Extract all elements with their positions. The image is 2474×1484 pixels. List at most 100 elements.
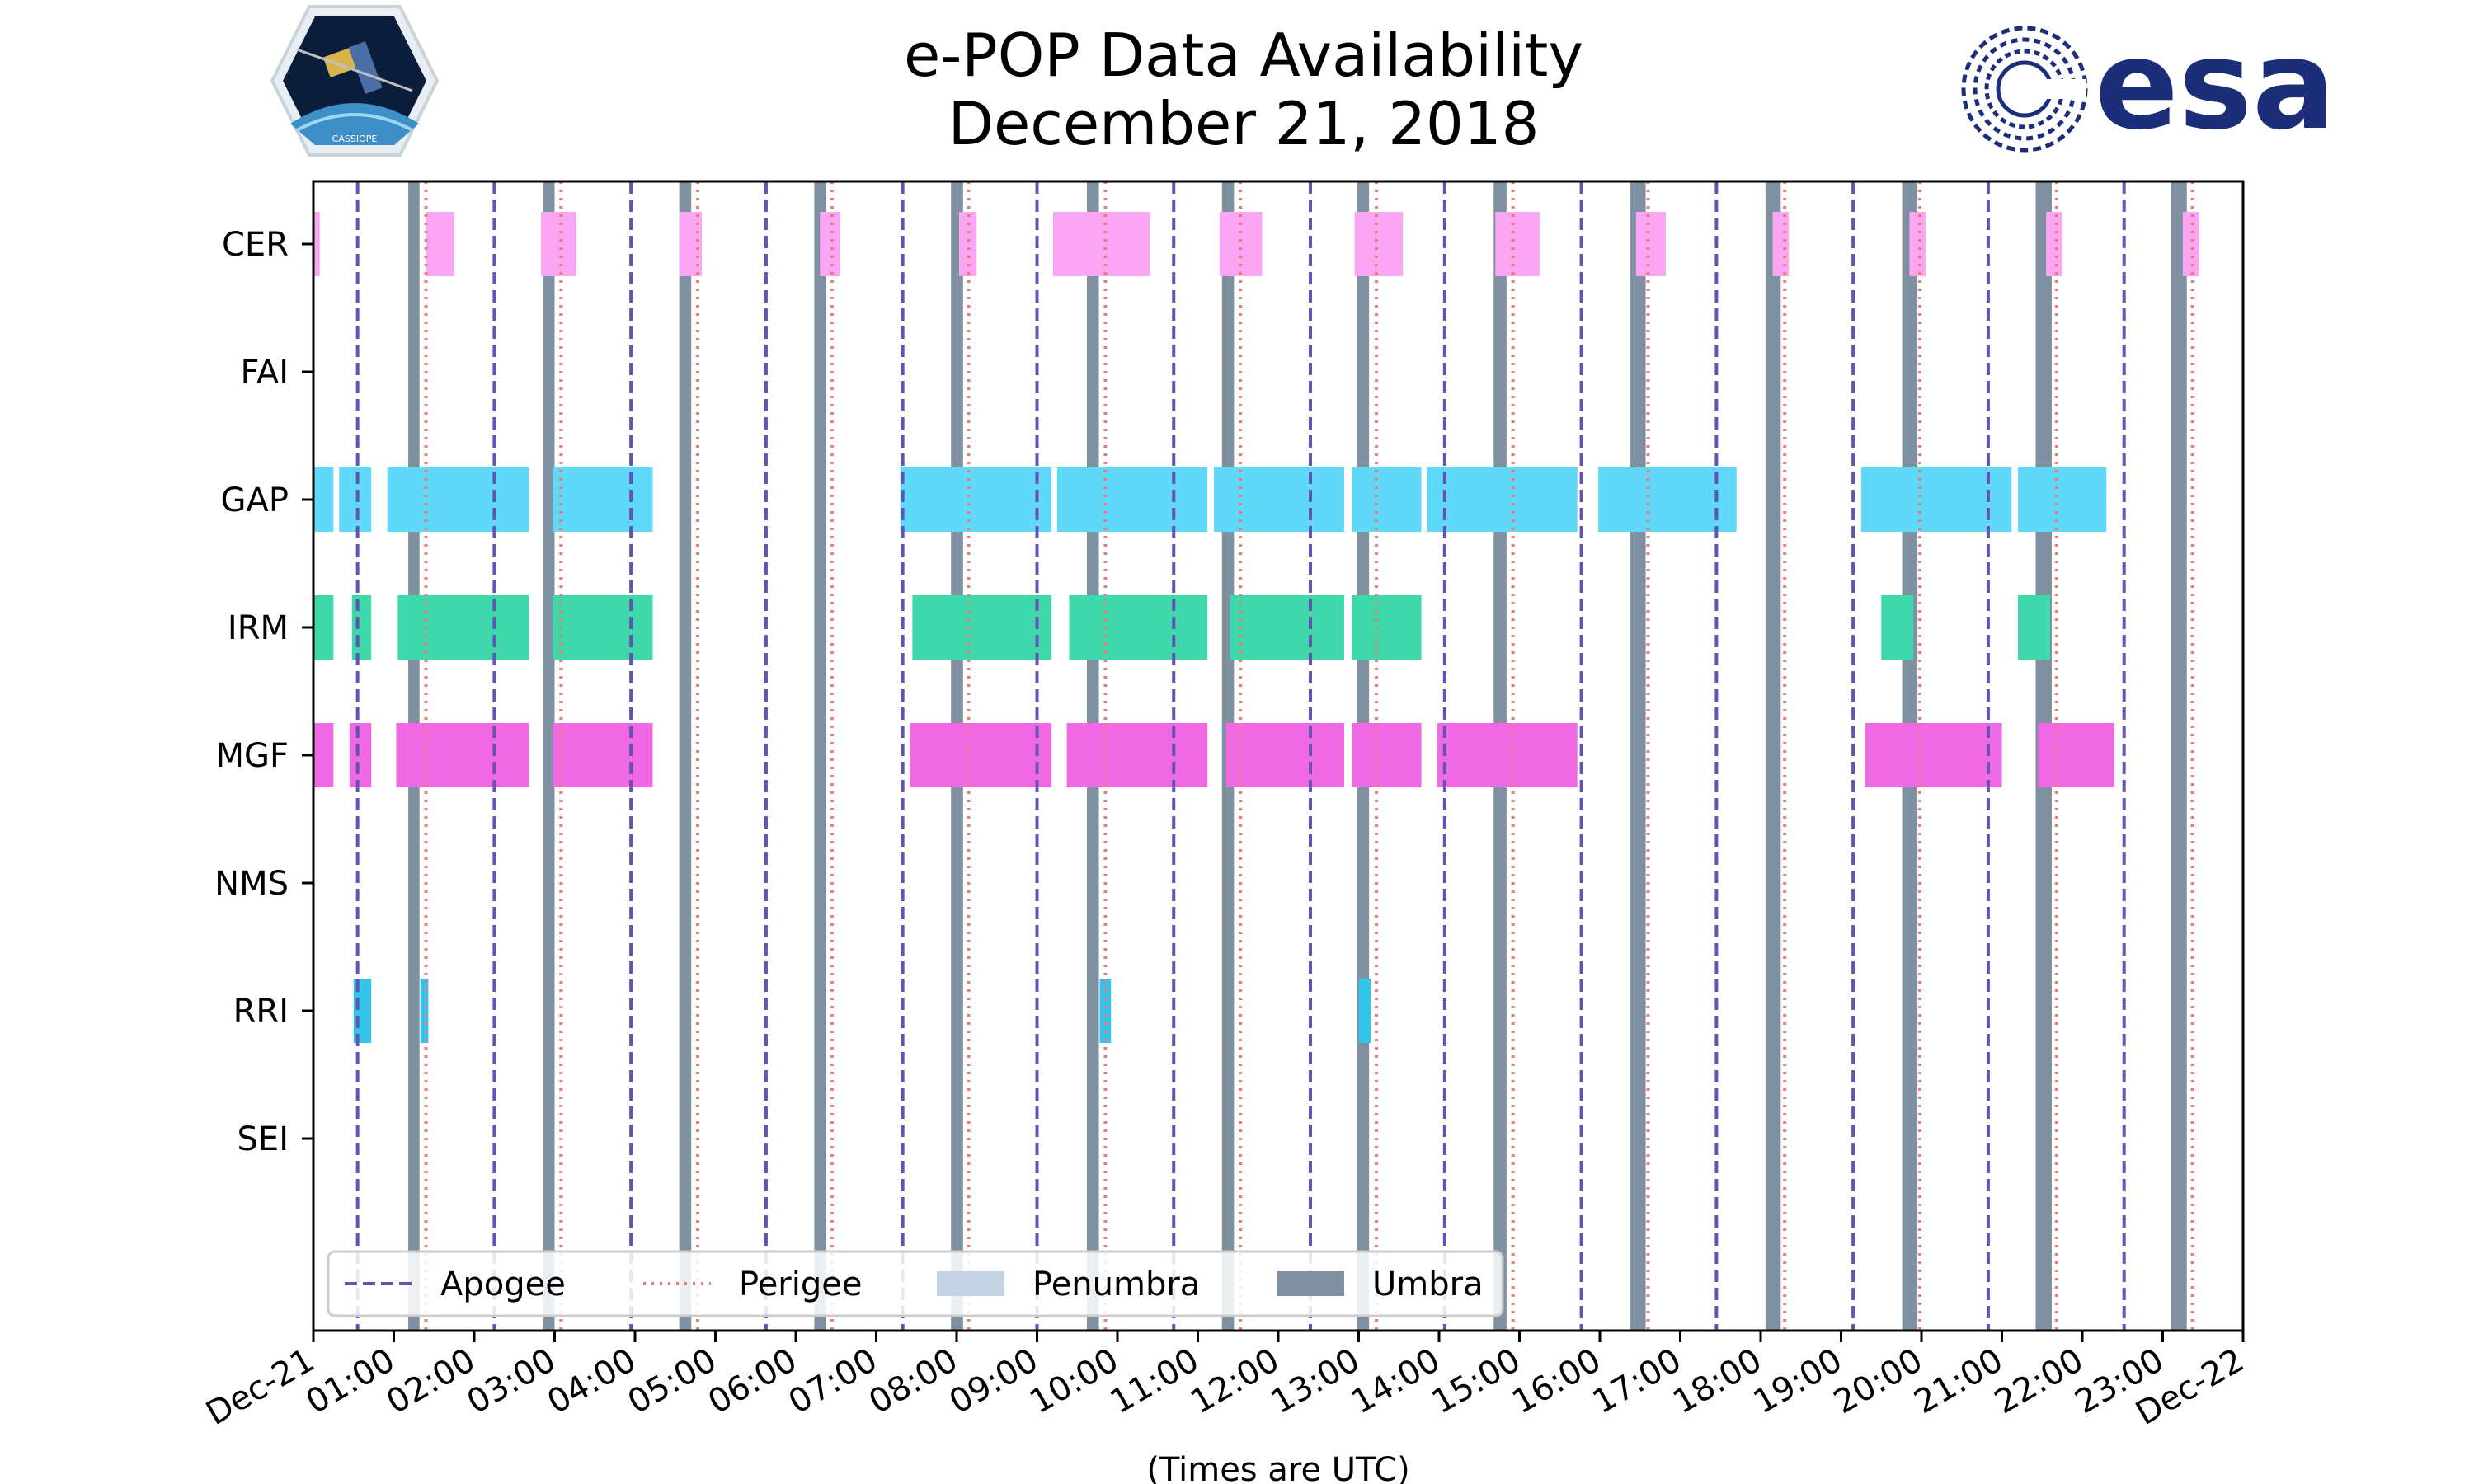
availability-bar-irm [2018, 595, 2050, 660]
legend: Apogee Perigee Penumbra Umbra [327, 1250, 1504, 1317]
legend-umbra-swatch [1277, 1271, 1344, 1296]
availability-bar-irm [313, 595, 334, 660]
availability-bar-cer [313, 212, 320, 276]
x-tick-label: 21:00 [1908, 1341, 2010, 1421]
x-tick-label: 05:00 [622, 1341, 723, 1421]
x-tick-label: 10:00 [1023, 1341, 1125, 1421]
esa-logo: esa [1961, 14, 2335, 157]
chart-title-line1: e-POP Data Availability [904, 21, 1583, 90]
availability-bar-cer [1219, 212, 1263, 276]
x-tick-label: 04:00 [541, 1341, 642, 1421]
availability-bar-gap [1352, 467, 1422, 532]
availability-bars [313, 212, 2199, 1043]
umbra-band [2171, 181, 2187, 1331]
availability-bar-cer [2182, 212, 2199, 276]
availability-bar-irm [351, 595, 372, 660]
availability-bar-mgf [1352, 723, 1422, 787]
availability-bar-mgf [1437, 723, 1578, 787]
x-tick-label: 08:00 [863, 1341, 964, 1421]
availability-bar-gap [1427, 467, 1578, 532]
availability-bar-gap [387, 467, 529, 532]
legend-label: Umbra [1372, 1266, 1484, 1303]
x-tick-label: 17:00 [1587, 1341, 1688, 1421]
x-tick-label: 14:00 [1345, 1341, 1446, 1421]
availability-bar-mgf [910, 723, 1052, 787]
availability-bar-rri [420, 979, 429, 1043]
y-tick-label: IRM [228, 609, 289, 647]
availability-bar-irm [912, 595, 1052, 660]
availability-bar-cer [820, 212, 840, 276]
x-tick-label: 15:00 [1426, 1341, 1527, 1421]
umbra-band [1765, 181, 1781, 1331]
x-tick-label: 12:00 [1184, 1341, 1286, 1421]
y-tick-label: SEI [238, 1120, 289, 1158]
availability-bar-gap [1598, 467, 1737, 532]
y-tick-label: GAP [221, 481, 289, 519]
availability-bar-cer [540, 212, 576, 276]
availability-bar-mgf [1225, 723, 1344, 787]
availability-bar-cer [2046, 212, 2062, 276]
x-tick-label: 16:00 [1506, 1341, 1607, 1421]
esa-logo-text: esa [2095, 14, 2335, 157]
x-tick-label: 13:00 [1265, 1341, 1366, 1421]
availability-bar-cer [426, 212, 454, 276]
availability-bar-cer [1909, 212, 1926, 276]
x-tick-label: 07:00 [783, 1341, 884, 1421]
availability-bar-mgf [1066, 723, 1208, 787]
y-axis-ticks: CER FAI GAP IRM MGF NMS RRI SEI [214, 226, 313, 1158]
availability-bar-gap [553, 467, 653, 532]
umbra-band [1630, 181, 1646, 1331]
mission-badge-text: CASSIOPE [332, 134, 378, 144]
y-tick-label: NMS [214, 865, 289, 903]
availability-bar-irm [1230, 595, 1344, 660]
availability-bar-irm [1881, 595, 1914, 660]
chart-title-line2: December 21, 2018 [948, 89, 1540, 158]
legend-label: Penumbra [1032, 1266, 1200, 1303]
availability-bar-gap [900, 467, 1052, 532]
availability-bar-cer [1495, 212, 1540, 276]
y-tick-label: RRI [233, 993, 289, 1031]
x-tick-label: 02:00 [380, 1341, 482, 1421]
availability-bar-gap [1214, 467, 1344, 532]
availability-bar-irm [397, 595, 529, 660]
x-tick-label: 09:00 [943, 1341, 1045, 1421]
umbra-band [679, 181, 692, 1331]
perigee-lines [424, 181, 2194, 1331]
legend-label: Perigee [739, 1266, 862, 1303]
x-tick-label: 20:00 [1827, 1341, 1929, 1421]
x-tick-label: 11:00 [1104, 1341, 1206, 1421]
legend-box [327, 1250, 1504, 1317]
umbra-band [814, 181, 827, 1331]
availability-bar-irm [553, 595, 653, 660]
legend-penumbra-swatch [937, 1271, 1004, 1296]
esa-swirl-icon [1961, 26, 2088, 153]
availability-bar-gap [313, 467, 334, 532]
y-tick-label: MGF [215, 737, 289, 775]
availability-bar-mgf [349, 723, 372, 787]
legend-label: Apogee [440, 1266, 566, 1303]
x-tick-label: 19:00 [1747, 1341, 1849, 1421]
availability-bar-rri [1099, 979, 1112, 1043]
availability-bar-gap [339, 467, 372, 532]
availability-bar-rri [1358, 979, 1371, 1043]
availability-bar-mgf [1865, 723, 2002, 787]
availability-bar-gap [2018, 467, 2107, 532]
x-axis-ticks: Dec-2101:0002:0003:0004:0005:0006:0007:0… [200, 1331, 2251, 1433]
apogee-lines [355, 181, 2126, 1331]
x-axis-label: (Times are UTC) [1146, 1451, 1409, 1484]
availability-bar-gap [1860, 467, 2012, 532]
x-tick-label: 01:00 [300, 1341, 402, 1421]
availability-bar-mgf [2038, 723, 2114, 787]
availability-bar-cer [1772, 212, 1790, 276]
x-tick-label: 22:00 [1988, 1341, 2090, 1421]
availability-bar-cer [1354, 212, 1404, 276]
cassiope-mission-badge: CASSIOPE [270, 5, 440, 157]
availability-bar-cer [679, 212, 702, 276]
x-tick-label: 18:00 [1667, 1341, 1768, 1421]
availability-bar-cer [1635, 212, 1666, 276]
availability-bar-cer [958, 212, 977, 276]
y-tick-label: CER [222, 226, 289, 264]
availability-bar-irm [1352, 595, 1422, 660]
x-tick-label: 06:00 [702, 1341, 803, 1421]
